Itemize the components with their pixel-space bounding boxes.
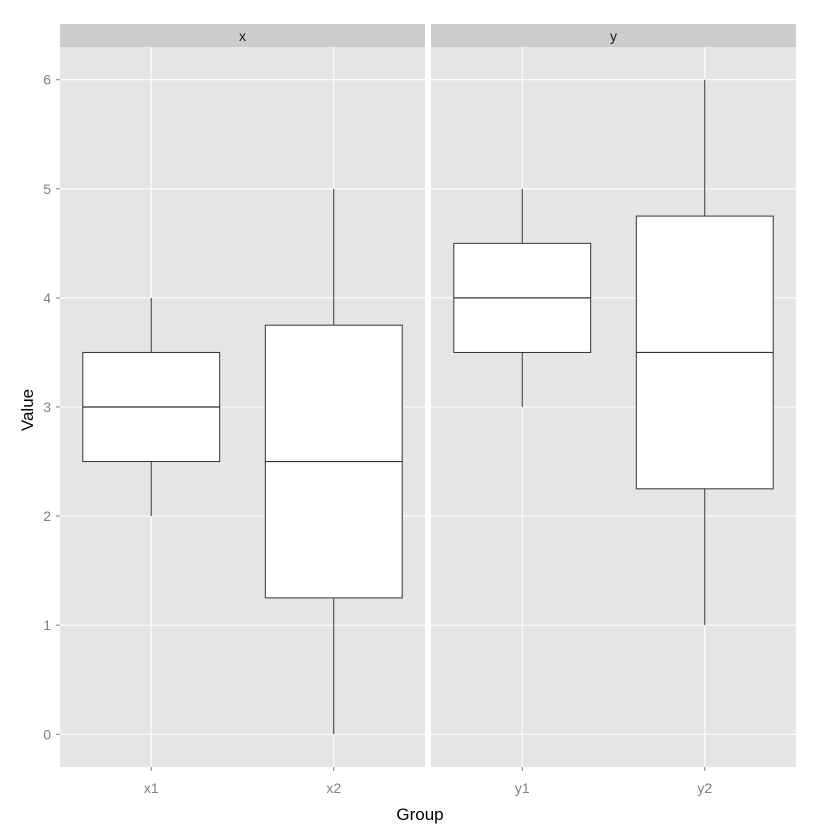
box-x1: [82, 297, 221, 517]
x-tick-label: x1: [144, 780, 159, 796]
x-axis-title: Group: [396, 805, 443, 824]
y-tick-label: 1: [43, 617, 51, 633]
facet-strip-label: x: [239, 28, 246, 44]
x-axis: x1 x2 y1 y2: [144, 767, 712, 796]
facet-panel-y: y: [431, 24, 796, 767]
y-axis: 0 1 2 3 4 5 6: [43, 72, 60, 742]
x-tick-label: x2: [326, 780, 341, 796]
facet-panel-x: x: [60, 24, 425, 767]
y-tick-label: 3: [43, 399, 51, 415]
x-tick-label: y1: [515, 780, 530, 796]
facet-strip: [60, 24, 425, 47]
box-y2: [635, 79, 774, 626]
y-tick-label: 0: [43, 726, 51, 742]
box-x2: [264, 188, 403, 735]
box-y1: [453, 188, 592, 407]
y-tick-label: 4: [43, 290, 51, 306]
x-tick-label: y2: [697, 780, 712, 796]
y-tick-label: 5: [43, 181, 51, 197]
y-tick-label: 2: [43, 508, 51, 524]
y-axis-title: Value: [18, 389, 37, 431]
facet-strip: [431, 24, 796, 47]
facet-strip-label: y: [610, 28, 617, 44]
y-tick-label: 6: [43, 72, 51, 88]
